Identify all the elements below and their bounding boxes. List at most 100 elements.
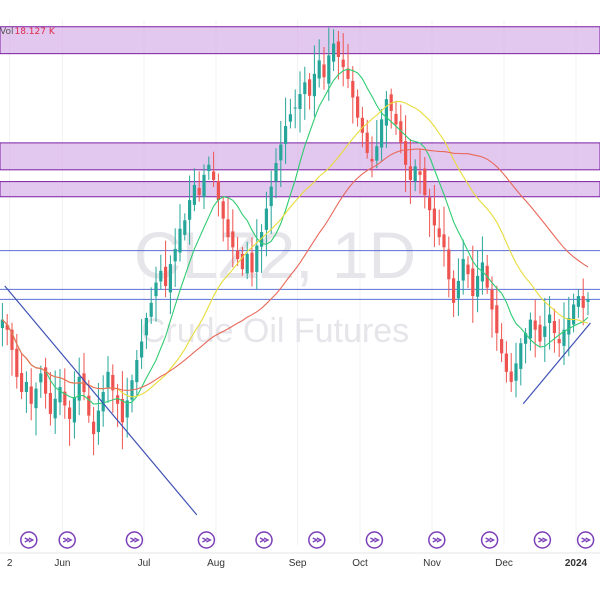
candle	[336, 30, 340, 80]
candle	[140, 319, 144, 369]
candle	[370, 136, 374, 178]
candle	[202, 164, 206, 210]
candles	[0, 27, 590, 456]
candle	[346, 43, 350, 89]
event-badge[interactable]	[125, 531, 144, 549]
candle	[384, 91, 388, 148]
candle-body	[375, 146, 379, 161]
candle	[567, 296, 571, 357]
candle-body	[572, 304, 576, 325]
candle-body	[576, 296, 580, 307]
candle-body	[87, 395, 91, 416]
candle-body	[77, 376, 81, 401]
candle	[149, 287, 153, 324]
trendline	[522, 322, 591, 405]
candle-body	[298, 94, 302, 109]
x-tick-label: Jun	[54, 558, 70, 569]
candle	[399, 104, 403, 154]
event-badge[interactable]	[197, 531, 216, 549]
candle	[442, 206, 446, 267]
watermark-name: Crude Oil Futures	[141, 312, 409, 350]
candle-body	[53, 398, 57, 419]
candle	[10, 322, 14, 376]
candle-body	[394, 113, 398, 125]
candle	[53, 370, 57, 434]
candle-body	[476, 275, 480, 297]
candle-body	[29, 386, 33, 404]
candle-body	[456, 280, 460, 299]
candle-body	[437, 228, 441, 238]
candle-body	[226, 219, 230, 238]
candle-body	[581, 296, 585, 308]
candle	[404, 115, 408, 193]
candle	[0, 303, 4, 347]
event-badge[interactable]	[480, 531, 499, 549]
candle	[423, 157, 427, 209]
candle	[538, 315, 542, 347]
candle	[303, 66, 307, 120]
candle	[168, 255, 172, 315]
candle	[413, 159, 417, 192]
candle-body	[500, 339, 504, 354]
candle-body	[216, 181, 220, 201]
candle-body	[140, 341, 144, 358]
candle-body	[543, 326, 547, 337]
candle-body	[384, 99, 388, 126]
event-badge[interactable]	[308, 531, 326, 549]
candle-body	[240, 253, 244, 270]
candle	[164, 240, 168, 298]
candle	[96, 382, 100, 445]
event-badge[interactable]	[365, 531, 384, 549]
candle	[24, 371, 28, 413]
candle	[192, 168, 196, 212]
candle-body	[221, 201, 225, 219]
event-badge[interactable]	[576, 531, 595, 549]
arrow-glyph-icon	[62, 537, 73, 543]
volume-label: Vol	[0, 27, 14, 37]
candle	[212, 151, 216, 188]
candle	[183, 213, 187, 241]
candle-body	[135, 360, 139, 383]
candle-body	[317, 60, 321, 79]
candle-body	[274, 163, 278, 182]
candle	[490, 276, 494, 338]
candle-body	[380, 119, 384, 148]
x-tick-label: Jul	[138, 558, 151, 569]
candle-body	[288, 114, 292, 122]
grid-lines	[9, 20, 577, 545]
candle-body	[111, 374, 115, 391]
candle	[120, 371, 124, 450]
candle-body	[557, 338, 561, 344]
arrow-glyph-icon	[259, 537, 270, 543]
candle	[356, 89, 360, 127]
candle-body	[168, 264, 172, 293]
candle	[245, 241, 249, 280]
candle-body	[466, 264, 470, 275]
candle-body	[293, 107, 297, 109]
event-badge[interactable]	[20, 531, 38, 549]
candle-body	[58, 386, 62, 403]
candle-body	[120, 398, 124, 423]
candle	[375, 119, 379, 169]
candle	[528, 312, 532, 351]
event-badge[interactable]	[428, 531, 446, 549]
candle-body	[399, 121, 403, 143]
candle	[82, 352, 86, 401]
candle	[231, 209, 235, 268]
candle	[29, 368, 33, 421]
candle-body	[149, 302, 153, 317]
volume-value: 18.127 K	[14, 27, 55, 37]
candle-body	[504, 353, 508, 372]
event-badge[interactable]	[58, 531, 76, 549]
arrow-glyph-icon	[432, 537, 443, 543]
candle	[236, 236, 240, 266]
candle	[77, 357, 81, 416]
candle	[322, 46, 326, 90]
candle	[130, 374, 134, 413]
candle-body	[260, 232, 264, 247]
event-badge[interactable]	[533, 531, 552, 549]
candle-body	[404, 141, 408, 165]
event-badge[interactable]	[255, 531, 273, 549]
